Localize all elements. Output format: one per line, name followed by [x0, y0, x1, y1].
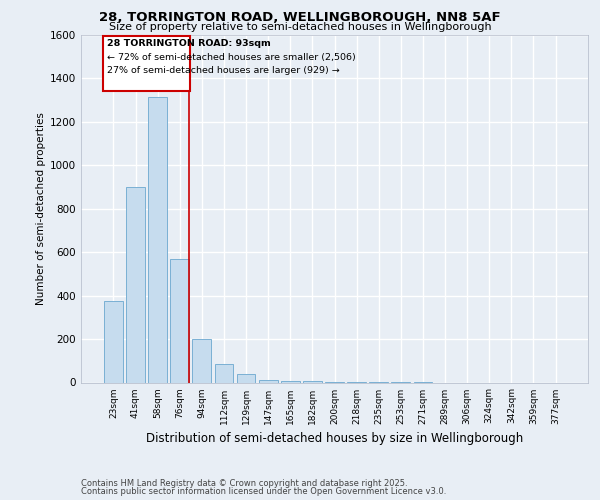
Text: Contains public sector information licensed under the Open Government Licence v3: Contains public sector information licen… [81, 487, 446, 496]
FancyBboxPatch shape [103, 36, 190, 92]
Text: 28, TORRINGTON ROAD, WELLINGBOROUGH, NN8 5AF: 28, TORRINGTON ROAD, WELLINGBOROUGH, NN8… [99, 11, 501, 24]
Bar [126, 187, 145, 382]
Text: ← 72% of semi-detached houses are smaller (2,506): ← 72% of semi-detached houses are smalle… [107, 52, 356, 62]
Y-axis label: Number of semi-detached properties: Number of semi-detached properties [36, 112, 46, 305]
Bar [193, 339, 211, 382]
Bar [215, 364, 233, 382]
Bar [236, 374, 256, 382]
X-axis label: Distribution of semi-detached houses by size in Wellingborough: Distribution of semi-detached houses by … [146, 432, 523, 445]
Bar [259, 380, 278, 382]
Bar [281, 381, 299, 382]
Bar [148, 97, 167, 382]
Text: Contains HM Land Registry data © Crown copyright and database right 2025.: Contains HM Land Registry data © Crown c… [81, 478, 407, 488]
Text: 28 TORRINGTON ROAD: 93sqm: 28 TORRINGTON ROAD: 93sqm [107, 39, 271, 48]
Bar [104, 301, 123, 382]
Text: 27% of semi-detached houses are larger (929) →: 27% of semi-detached houses are larger (… [107, 66, 340, 75]
Bar [170, 258, 189, 382]
Text: Size of property relative to semi-detached houses in Wellingborough: Size of property relative to semi-detach… [109, 22, 491, 32]
